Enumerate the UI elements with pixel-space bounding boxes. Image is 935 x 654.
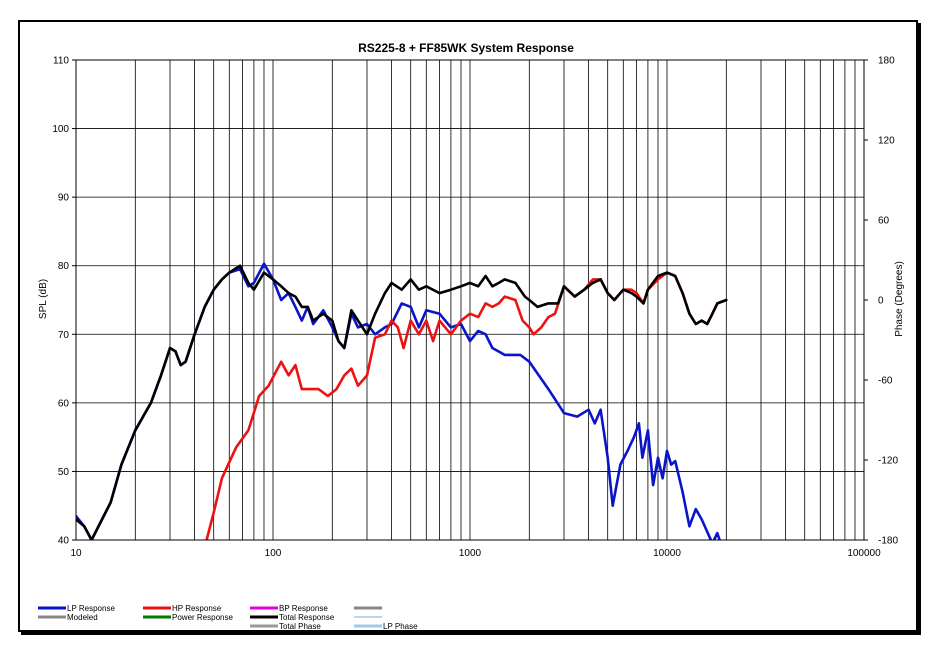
legend-item-modeled: Modeled [38, 613, 98, 622]
chart-border [18, 20, 918, 632]
axes: 40 50 60 70 80 90 100 110 -180 -120 -60 0 60 120 180 10… [52, 56, 898, 560]
y-tick-label: 100 [52, 124, 69, 135]
series-layer [76, 262, 728, 540]
y2-tick-label: -120 [878, 456, 898, 467]
y-tick-label: 60 [58, 398, 70, 409]
y-tick-label: 40 [58, 536, 70, 547]
legend-item-total-phase: Total Phase [250, 622, 321, 631]
y2-tick-label: -180 [878, 536, 898, 547]
chart-title: RS225-8 + FF85WK System Response [358, 41, 574, 55]
y2-tick-label: -60 [878, 376, 893, 387]
legend-label: Total Response [279, 613, 335, 622]
y-tick-label: 90 [58, 193, 70, 204]
y-tick-label: 50 [58, 467, 70, 478]
legend-item-lp-response: LP Response [38, 604, 115, 613]
x-tick-label: 100000 [847, 548, 881, 559]
legend-item-total-response: Total Response [250, 613, 335, 622]
y-axis-label: SPL (dB) [38, 279, 49, 319]
y2-tick-label: 180 [878, 56, 895, 67]
y2-axis-label: Phase (Degrees) [894, 261, 905, 337]
legend-label: Total Phase [279, 622, 321, 631]
x-tick-label: 100 [265, 548, 282, 559]
legend-label: LP Response [67, 604, 115, 613]
legend-item-hp-response: HP Response [143, 604, 222, 613]
y-tick-label: 110 [53, 56, 69, 67]
legend-label: BP Response [279, 604, 328, 613]
series-total-response [76, 264, 728, 540]
y-tick-label: 70 [58, 330, 70, 341]
x-tick-label: 1000 [459, 548, 482, 559]
legend-item-lp-phase: LP Phase [354, 622, 418, 631]
y-tick-label: 80 [58, 261, 70, 272]
legend-label: LP Phase [383, 622, 418, 631]
x-tick-label: 10 [70, 548, 82, 559]
legend-item-power-response: Power Response [143, 613, 233, 622]
y2-tick-label: 120 [878, 136, 895, 147]
legend-item-bp-response: BP Response [250, 604, 328, 613]
legend-label: Modeled [67, 613, 98, 622]
grid [75, 59, 864, 541]
legend-label: HP Response [172, 604, 222, 613]
y2-tick-label: 60 [878, 216, 890, 227]
legend-label: Power Response [172, 613, 233, 622]
y2-tick-label: 0 [878, 296, 884, 307]
x-tick-label: 10000 [653, 548, 681, 559]
